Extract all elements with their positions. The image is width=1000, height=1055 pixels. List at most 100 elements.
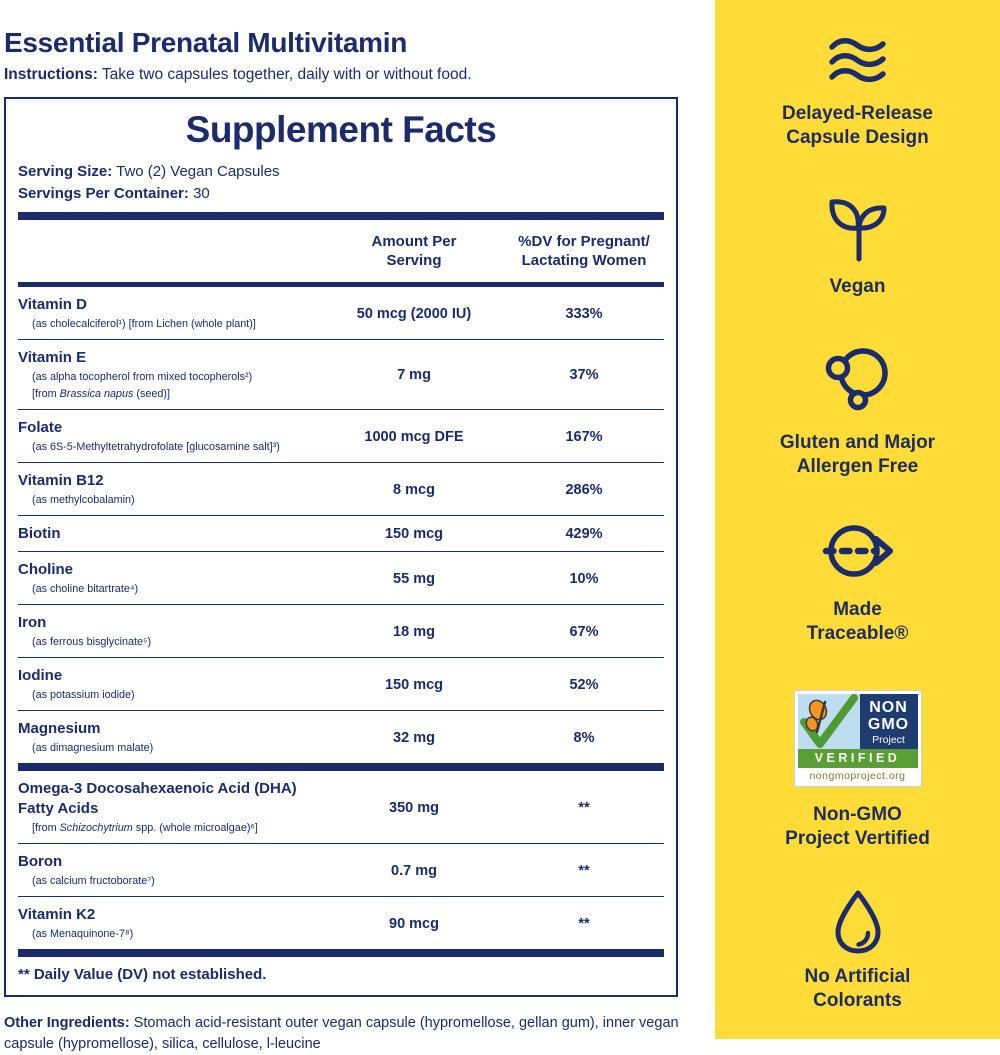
nutrient-amount: 18 mg bbox=[393, 623, 435, 640]
thick-divider bbox=[18, 763, 664, 771]
badge-non: NON bbox=[869, 698, 908, 716]
badge-verified: VERIFIED bbox=[797, 749, 918, 768]
column-header-amount: Amount Per Serving bbox=[371, 233, 457, 269]
nutrient-row: Vitamin E (as alpha tocopherol from mixe… bbox=[18, 339, 664, 409]
nutrient-dv: ** bbox=[578, 799, 590, 816]
nutrient-sources: (as dimagnesium malate) bbox=[18, 741, 324, 756]
nutrient-amount: 0.7 mg bbox=[391, 862, 437, 879]
servings-per-container-value: 30 bbox=[193, 185, 210, 202]
column-header-dv: %DV for Pregnant/ Lactating Women bbox=[518, 233, 650, 269]
other-ingredients-label: Other Ingredients: bbox=[4, 1015, 130, 1031]
nutrient-row: Biotin 150 mcg 429% bbox=[18, 515, 664, 551]
nutrient-sources: (as choline bitartrate⁴) bbox=[18, 582, 324, 597]
nutrient-source-line: (as potassium iodide) bbox=[32, 689, 135, 701]
nutrient-name: Boron bbox=[18, 853, 63, 870]
nutrient-sources: (as alpha tocopherol from mixed tocopher… bbox=[18, 370, 324, 402]
nutrient-rows-main: Vitamin D (as cholecalciferol¹) [from Li… bbox=[18, 287, 664, 763]
nutrient-row: Vitamin K2 (as Menaquinone-7⁸) 90 mcg ** bbox=[18, 896, 664, 949]
thick-divider bbox=[18, 212, 664, 220]
nutrient-amount: 55 mg bbox=[393, 570, 435, 587]
nutrient-name: Iodine bbox=[18, 667, 63, 684]
instructions: Instructions: Take two capsules together… bbox=[4, 66, 680, 84]
nutrient-name: Magnesium bbox=[18, 720, 101, 737]
instructions-text: Take two capsules together, daily with o… bbox=[101, 66, 472, 83]
nutrient-source-line: (as calcium fructoborate⁷) bbox=[32, 875, 155, 887]
sidebar-item-label: Gluten and Major Allergen Free bbox=[779, 432, 936, 477]
nutrient-name: Omega-3 Docosahexaenoic Acid (DHA) Fatty… bbox=[18, 780, 297, 817]
nutrient-name-cell: Folate (as 6S-5-Methyltetrahydrofolate [… bbox=[18, 418, 324, 455]
sprout-icon bbox=[828, 199, 886, 262]
nutrient-dv: 429% bbox=[565, 526, 603, 542]
nutrient-name-cell: Vitamin K2 (as Menaquinone-7⁸) bbox=[18, 905, 324, 942]
instructions-label: Instructions: bbox=[4, 66, 98, 83]
nongmo-badge-top: NON GMO Project bbox=[797, 694, 918, 749]
traceable-arrow-icon bbox=[822, 525, 893, 577]
nutrient-rows-no-dv: Omega-3 Docosahexaenoic Acid (DHA) Fatty… bbox=[18, 771, 664, 949]
nutrient-row: Vitamin B12 (as methylcobalamin) 8 mcg 2… bbox=[18, 462, 664, 515]
nutrient-amount: 150 mcg bbox=[384, 526, 444, 542]
serving-size-label: Serving Size: bbox=[18, 163, 113, 180]
sidebar-item-label: Made Traceable® bbox=[806, 599, 909, 644]
sidebar-item-label: Non-GMO Project Vertified bbox=[785, 804, 930, 849]
nutrient-row: Magnesium (as dimagnesium malate) 32 mg … bbox=[18, 710, 664, 763]
butterfly-checkmark-icon bbox=[799, 694, 858, 748]
table-header: Amount Per Serving %DV for Pregnant/ Lac… bbox=[18, 220, 664, 282]
nutrient-name: Iron bbox=[18, 614, 47, 631]
nutrient-source-line: (as cholecalciferol¹) [from Lichen (whol… bbox=[32, 318, 256, 330]
nutrient-source-line: (as 6S-5-Methyltetrahydrofolate [glucosa… bbox=[32, 441, 280, 453]
nutrient-name: Vitamin D bbox=[18, 296, 87, 313]
droplet-icon bbox=[835, 890, 880, 954]
nutrient-row: Omega-3 Docosahexaenoic Acid (DHA) Fatty… bbox=[18, 771, 664, 843]
product-title: Essential Prenatal Multivitamin bbox=[4, 27, 408, 58]
nutrient-name-cell: Vitamin E (as alpha tocopherol from mixe… bbox=[18, 348, 324, 402]
dv-footnote: ** Daily Value (DV) not established. bbox=[18, 966, 267, 983]
nutrient-amount: 150 mcg bbox=[384, 676, 444, 693]
nutrient-name: Vitamin K2 bbox=[18, 906, 96, 923]
nutrient-sources: [from Schizochytrium spp. (whole microal… bbox=[18, 821, 324, 836]
serving-size: Serving Size: Two (2) Vegan Capsules bbox=[18, 161, 664, 183]
nutrient-dv: ** bbox=[578, 862, 590, 879]
nutrient-sources: (as methylcobalamin) bbox=[18, 493, 324, 508]
nutrient-name: Biotin bbox=[18, 525, 61, 542]
nutrient-source-line: [from Schizochytrium spp. (whole microal… bbox=[32, 822, 258, 834]
nutrient-amount: 7 mg bbox=[397, 367, 431, 383]
nutrient-name-cell: Vitamin D (as cholecalciferol¹) [from Li… bbox=[18, 295, 324, 332]
badge-gmo: GMO bbox=[867, 715, 910, 733]
nutrient-dv: ** bbox=[578, 915, 590, 932]
nutrient-name-cell: Biotin bbox=[18, 524, 324, 544]
nutrient-row: Boron (as calcium fructoborate⁷) 0.7 mg … bbox=[18, 843, 664, 896]
nutrient-dv: 8% bbox=[573, 729, 595, 746]
servings-per-container: Servings Per Container: 30 bbox=[18, 183, 664, 205]
nutrient-name-cell: Boron (as calcium fructoborate⁷) bbox=[18, 852, 324, 889]
nutrient-source-line: (as dimagnesium malate) bbox=[32, 742, 154, 754]
features-sidebar: Delayed-Release Capsule Design Vegan Glu… bbox=[715, 0, 1000, 1039]
circles-icon bbox=[825, 348, 888, 411]
nutrient-source-line: (as methylcobalamin) bbox=[32, 494, 135, 506]
nutrient-sources: (as calcium fructoborate⁷) bbox=[18, 874, 324, 889]
nutrient-row: Choline (as choline bitartrate⁴) 55 mg 1… bbox=[18, 551, 664, 604]
nutrient-name-cell: Vitamin B12 (as methylcobalamin) bbox=[18, 471, 324, 508]
supplement-facts-panel: Supplement Facts Serving Size: Two (2) V… bbox=[4, 97, 678, 997]
nutrient-dv: 333% bbox=[565, 305, 603, 322]
nutrient-name: Folate bbox=[18, 419, 63, 436]
nutrient-sources: (as 6S-5-Methyltetrahydrofolate [glucosa… bbox=[18, 440, 324, 455]
nutrient-amount: 350 mg bbox=[389, 799, 439, 816]
badge-project: Project bbox=[872, 733, 905, 746]
nutrient-dv: 67% bbox=[569, 623, 599, 640]
nutrient-name-cell: Iron (as ferrous bisglycinate⁵) bbox=[18, 613, 324, 650]
nutrient-amount: 1000 mcg DFE bbox=[364, 428, 464, 445]
nutrient-source-line: (as choline bitartrate⁴) bbox=[32, 583, 139, 595]
nutrient-row: Vitamin D (as cholecalciferol¹) [from Li… bbox=[18, 287, 664, 339]
nutrient-name: Choline bbox=[18, 561, 73, 578]
nutrient-amount: 8 mcg bbox=[393, 481, 435, 498]
nutrient-name: Vitamin B12 bbox=[18, 472, 104, 489]
nutrient-name-cell: Magnesium (as dimagnesium malate) bbox=[18, 719, 324, 756]
nutrient-dv: 286% bbox=[565, 481, 603, 498]
nutrient-dv: 52% bbox=[569, 676, 599, 693]
nutrient-name: Vitamin E bbox=[18, 349, 87, 366]
sidebar-item-label: Vegan bbox=[829, 276, 886, 297]
serving-size-value: Two (2) Vegan Capsules bbox=[116, 163, 280, 180]
waves-icon bbox=[828, 38, 886, 83]
nutrient-source-line: (as Menaquinone-7⁸) bbox=[32, 928, 134, 940]
nutrient-row: Iodine (as potassium iodide) 150 mcg 52% bbox=[18, 657, 664, 710]
